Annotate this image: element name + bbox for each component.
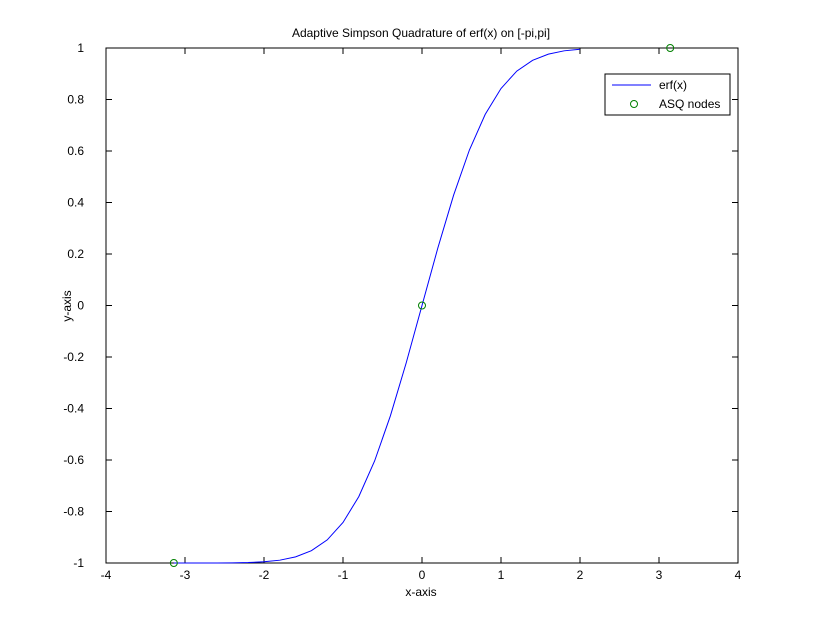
x-tick-label: -4	[101, 568, 112, 582]
y-axis-label: y-axis	[60, 290, 74, 321]
legend-marker-sample	[630, 100, 638, 108]
x-tick-label: -1	[338, 568, 349, 582]
y-ticks: -1 -0.8 -0.6 -0.4 -0.2 0 0.2 0.4 0.6 0.8 1	[63, 41, 738, 570]
y-tick-label: 0.6	[67, 144, 84, 158]
y-tick-label: 0	[77, 299, 84, 313]
x-tick-label: -2	[259, 568, 270, 582]
legend-box	[604, 73, 731, 116]
y-tick-label: -1	[73, 556, 84, 570]
x-axis-label: x-axis	[405, 585, 436, 599]
y-tick-label: -0.6	[63, 453, 84, 467]
asq-node-marker	[169, 559, 178, 567]
x-ticks: -4 -3 -2 -1 0 1 2 3 4	[101, 48, 742, 582]
y-tick-label: 1	[77, 41, 84, 55]
y-tick-label: -0.4	[63, 402, 84, 416]
x-tick-label: 1	[498, 568, 505, 582]
y-tick-label: 0.2	[67, 247, 84, 261]
chart-title: Adaptive Simpson Quadrature of erf(x) on…	[292, 26, 550, 40]
asq-node-marker	[666, 44, 675, 52]
x-tick-label: 4	[735, 568, 742, 582]
y-tick-label: 0.4	[67, 196, 84, 210]
x-tick-label: -3	[180, 568, 191, 582]
legend-label-erf: erf(x)	[659, 78, 687, 92]
asq-node-marker	[418, 301, 426, 310]
x-tick-label: 3	[656, 568, 663, 582]
series-layer	[169, 44, 675, 567]
y-tick-label: 0.8	[67, 93, 84, 107]
x-tick-label: 0	[419, 568, 426, 582]
legend: erf(x) ASQ nodes	[604, 73, 731, 116]
y-tick-label: -0.8	[63, 505, 84, 519]
series-line-erf	[173, 48, 581, 564]
legend-label-nodes: ASQ nodes	[659, 97, 720, 111]
x-tick-label: 2	[577, 568, 584, 582]
y-tick-label: -0.2	[63, 350, 84, 364]
